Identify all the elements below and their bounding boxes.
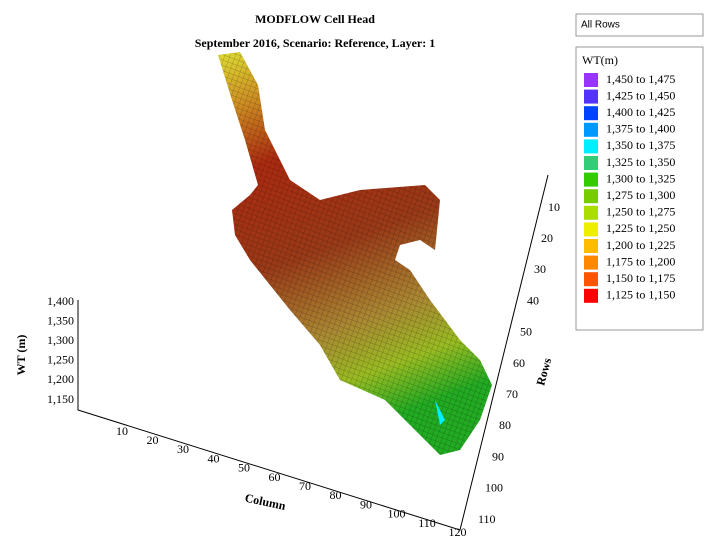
y-tick-label: 80 [499, 418, 511, 432]
y-tick-label: 110 [478, 512, 496, 526]
x-tick-label: 100 [388, 507, 406, 521]
dropdown-text[interactable]: All Rows [581, 20, 620, 31]
x-tick-label: 50 [238, 461, 250, 475]
legend-label: 1,125 to 1,150 [606, 288, 675, 302]
legend-label: 1,425 to 1,450 [606, 88, 675, 102]
z-tick-label: 1,300 [47, 333, 74, 347]
page: MODFLOW Cell Head September 2016, Scenar… [0, 0, 704, 536]
legend-label: 1,350 to 1,375 [606, 138, 675, 152]
legend-swatch [584, 239, 598, 253]
legend-label: 1,275 to 1,300 [606, 188, 675, 202]
x-tick-label: 60 [269, 470, 281, 484]
dropdown[interactable]: All Rows [576, 14, 703, 36]
z-tick-label: 1,350 [47, 313, 74, 327]
legend-label: 1,225 to 1,250 [606, 221, 675, 235]
x-axis-label: Column [244, 491, 288, 513]
z-tick-label: 1,200 [47, 372, 74, 386]
legend-swatch [584, 272, 598, 286]
y-axis-label: Rows [533, 356, 554, 387]
legend-swatch [584, 289, 598, 303]
legend-swatch [584, 73, 598, 87]
legend-swatch [584, 106, 598, 120]
z-axis-label: WT (m) [14, 335, 28, 376]
legend-label: 1,325 to 1,350 [606, 155, 675, 169]
legend-swatch [584, 90, 598, 104]
surface [218, 52, 492, 455]
z-tick-label: 1,250 [47, 353, 74, 367]
x-tick-label: 20 [147, 433, 159, 447]
legend-label: 1,200 to 1,225 [606, 238, 675, 252]
legend-label: 1,175 to 1,200 [606, 254, 675, 268]
x-tick-label: 40 [208, 451, 220, 465]
legend-label: 1,375 to 1,400 [606, 122, 675, 136]
title: MODFLOW Cell Head [255, 12, 375, 26]
legend-swatch [584, 222, 598, 236]
legend-swatch [584, 189, 598, 203]
legend-label: 1,400 to 1,425 [606, 105, 675, 119]
legend-label: 1,150 to 1,175 [606, 271, 675, 285]
y-tick-label: 50 [520, 325, 532, 339]
y-tick-label: 60 [513, 356, 525, 370]
z-tick-label: 1,400 [47, 294, 74, 308]
x-tick-label: 90 [360, 497, 372, 511]
x-tick-label: 30 [177, 442, 189, 456]
legend-label: 1,450 to 1,475 [606, 72, 675, 86]
legend-swatch [584, 139, 598, 153]
legend-label: 1,300 to 1,325 [606, 171, 675, 185]
legend-swatch [584, 256, 598, 270]
x-tick-label: 80 [330, 488, 342, 502]
y-tick-label: 30 [534, 262, 546, 276]
x-tick-label: 70 [299, 479, 311, 493]
legend-title: WT(m) [582, 53, 618, 67]
subtitle: September 2016, Scenario: Reference, Lay… [195, 36, 436, 50]
x-tick-label: 10 [116, 424, 128, 438]
y-tick-label: 70 [506, 387, 518, 401]
legend-swatch [584, 123, 598, 137]
z-tick-label: 1,150 [47, 392, 74, 406]
legend-swatch [584, 156, 598, 170]
y-tick-label: 90 [492, 449, 504, 463]
y-tick-label: 40 [527, 293, 539, 307]
legend-swatch [584, 206, 598, 220]
y-tick-label: 20 [541, 231, 553, 245]
legend-swatch [584, 173, 598, 187]
x-tick-label: 110 [418, 516, 436, 530]
legend-label: 1,250 to 1,275 [606, 205, 675, 219]
y-tick-label: 100 [485, 481, 503, 495]
y-tick-label: 10 [548, 200, 560, 214]
x-tick-label: 120 [449, 525, 467, 536]
